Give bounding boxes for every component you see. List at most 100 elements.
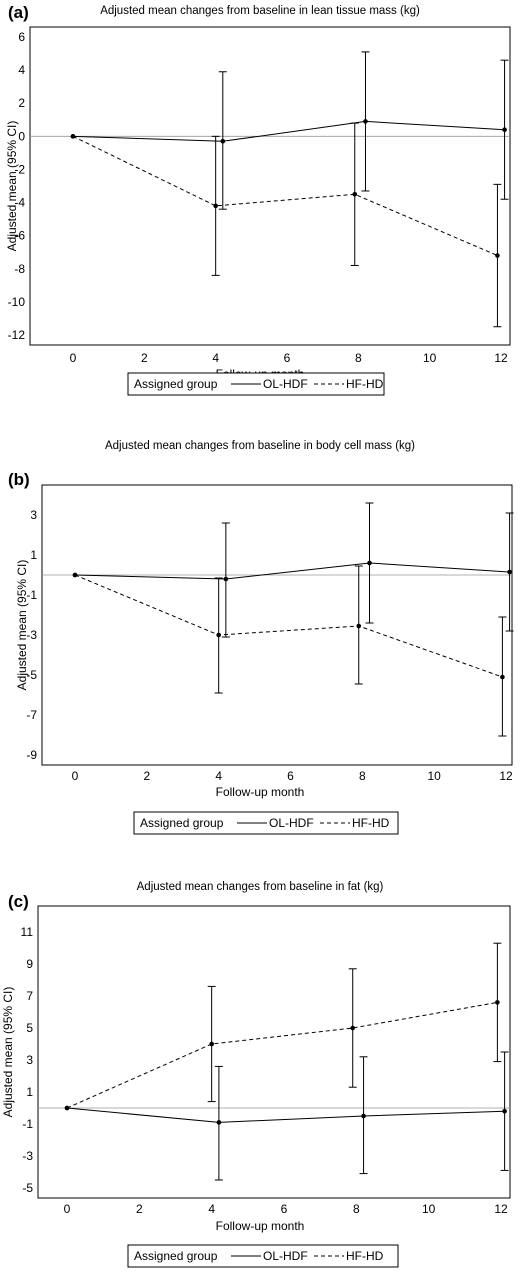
- data-point: [209, 1041, 214, 1047]
- y-tick-label: -7: [26, 708, 37, 722]
- legend: Assigned group OL-HDF HF-HD: [127, 1244, 399, 1268]
- y-axis-label: Adjusted mean (95% CI): [15, 560, 29, 691]
- x-tick-label: 8: [353, 1202, 360, 1216]
- series-line: [72, 135, 498, 256]
- series-line: [66, 1001, 498, 1109]
- y-tick-label: 6: [18, 30, 25, 44]
- x-axis-label: Follow-up month: [216, 1219, 305, 1233]
- y-tick-label: -1: [26, 588, 37, 602]
- legend-entry-label: OL-HDF: [269, 816, 314, 830]
- data-point: [363, 119, 368, 124]
- chart-title: Adjusted mean changes from baseline in f…: [137, 881, 384, 893]
- y-axis-label: Adjusted mean (95% CI): [1, 987, 15, 1118]
- x-tick-label: 4: [212, 351, 219, 365]
- series-hf-hd: [64, 942, 502, 1111]
- y-tick-label: -6: [14, 229, 25, 243]
- x-tick-label: 12: [494, 1202, 508, 1216]
- y-tick-label: 7: [26, 989, 33, 1003]
- data-point: [216, 1120, 222, 1125]
- y-tick-label: 5: [26, 1021, 33, 1035]
- legend-title: Assigned group: [140, 816, 224, 830]
- x-tick-label: 0: [64, 1202, 71, 1216]
- panel-label: (a): [8, 3, 29, 22]
- x-tick-label: 10: [422, 1202, 436, 1216]
- data-point: [350, 1025, 356, 1031]
- y-tick-label: 2: [18, 96, 25, 110]
- y-tick-label: 11: [21, 925, 34, 939]
- data-point: [502, 1108, 507, 1114]
- series-ol-hdf: [72, 502, 514, 638]
- x-tick-label: 6: [287, 769, 294, 783]
- series-hf-hd: [70, 122, 502, 328]
- x-tick-label: 4: [215, 769, 222, 783]
- y-tick-label: 9: [26, 957, 33, 971]
- series-line: [74, 574, 503, 678]
- x-tick-label: 6: [284, 351, 291, 365]
- x-tick-label: 8: [359, 769, 366, 783]
- plot-frame: [37, 905, 511, 1199]
- legend-entry-label: OL-HDF: [263, 1249, 308, 1263]
- plot-frame: [29, 26, 511, 346]
- x-tick-label: 12: [494, 351, 508, 365]
- y-tick-label: 1: [26, 1085, 33, 1099]
- series-ol-hdf: [64, 1051, 509, 1181]
- data-point: [495, 1000, 500, 1005]
- y-tick-label: -8: [14, 262, 25, 276]
- data-point: [495, 253, 500, 258]
- data-point: [72, 572, 78, 578]
- y-tick-label: -2: [14, 162, 25, 176]
- series-line: [66, 1107, 505, 1123]
- data-point: [502, 127, 507, 133]
- data-point: [356, 623, 362, 629]
- x-tick-label: 4: [208, 1202, 215, 1216]
- legend-entry-label: HF-HD: [352, 816, 390, 830]
- chart-title: Adjusted mean changes from baseline in b…: [105, 440, 415, 452]
- series-line: [74, 562, 510, 580]
- y-tick-label: 3: [26, 1053, 33, 1067]
- x-tick-label: 2: [141, 351, 148, 365]
- panel-label: (b): [8, 470, 30, 489]
- series-hf-hd: [72, 565, 507, 737]
- chart-panel-2: (b) Adjusted mean changes from baseline i…: [8, 440, 514, 835]
- x-tick-label: 0: [72, 769, 79, 783]
- data-point: [216, 632, 221, 638]
- x-tick-label: 10: [423, 351, 437, 365]
- x-axis-label: Follow-up month: [216, 785, 305, 799]
- y-tick-label: 4: [18, 63, 25, 77]
- data-point: [70, 134, 76, 139]
- x-tick-label: 6: [281, 1202, 288, 1216]
- x-tick-label: 8: [355, 351, 362, 365]
- series-line: [72, 120, 505, 142]
- y-tick-label: -5: [26, 668, 37, 682]
- series-ol-hdf: [70, 51, 509, 210]
- legend-title: Assigned group: [134, 1249, 218, 1263]
- legend: Assigned group OL-HDF HF-HD: [133, 811, 399, 835]
- y-tick-label: -12: [8, 328, 26, 342]
- legend-entry-label: OL-HDF: [263, 377, 308, 391]
- x-tick-label: 0: [70, 351, 77, 365]
- chart-title: Adjusted mean changes from baseline in l…: [100, 5, 420, 17]
- plot-frame: [41, 484, 513, 766]
- data-point: [352, 191, 358, 197]
- legend-entry-label: HF-HD: [346, 1249, 384, 1263]
- panel-label: (c): [8, 892, 29, 911]
- y-tick-label: 0: [18, 129, 25, 143]
- x-tick-label: 2: [136, 1202, 143, 1216]
- y-tick-label: -5: [22, 1181, 33, 1195]
- y-tick-label: -1: [22, 1117, 33, 1131]
- chart-panel-1: (a) Adjusted mean changes from baseline i…: [5, 3, 511, 396]
- y-tick-label: 3: [30, 508, 37, 522]
- data-point: [220, 139, 226, 144]
- y-axis-label: Adjusted mean (95% CI): [5, 121, 19, 252]
- legend-title: Assigned group: [134, 377, 218, 391]
- data-point: [213, 203, 218, 209]
- y-tick-label: -10: [8, 295, 26, 309]
- data-point: [367, 560, 372, 566]
- x-tick-label: 10: [427, 769, 441, 783]
- y-tick-label: -3: [26, 628, 37, 642]
- x-tick-label: 2: [143, 769, 150, 783]
- data-point: [361, 1113, 366, 1119]
- legend-entry-label: HF-HD: [346, 377, 384, 391]
- data-point: [64, 1105, 70, 1111]
